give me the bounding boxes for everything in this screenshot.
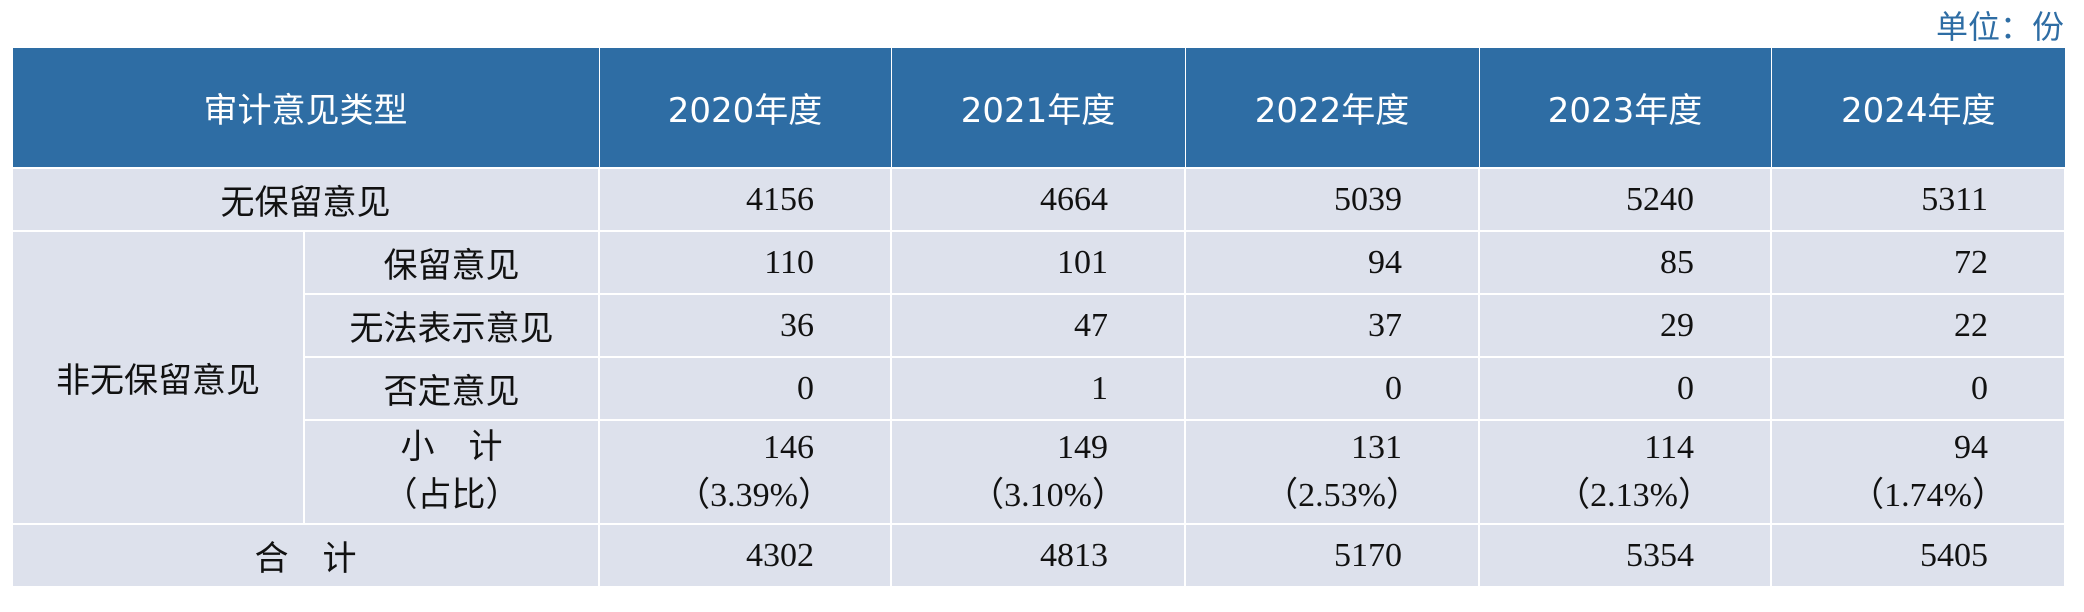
row-label: 合 计	[11, 523, 600, 588]
value-cell: 94	[1184, 230, 1480, 295]
value-cell: 47	[890, 293, 1186, 358]
header-cell: 2020年度	[598, 48, 891, 168]
row-label: 保留意见	[303, 230, 600, 295]
subtotal-row: 小 计 （占比） 146 （3.39%） 149 （3.10%） 131 （2.53%） 114…	[12, 419, 2066, 525]
row: 无法表示意见 36 47 37 29 22	[12, 293, 2066, 358]
share-value: （1.74%）	[1850, 477, 2006, 514]
subtotal-label: 小 计	[400, 429, 503, 466]
subtotal-value: 149	[1057, 429, 1108, 466]
value-cell: 0	[1478, 356, 1772, 421]
value-cell: 149 （3.10%）	[890, 419, 1186, 525]
value-cell: 5039	[1184, 167, 1480, 232]
value-cell: 114 （2.13%）	[1478, 419, 1772, 525]
header-cell: 2021年度	[890, 48, 1185, 168]
row: 非无保留意见 保留意见 110 101 94 85 72	[11, 230, 2066, 525]
value-cell: 4156	[598, 167, 892, 232]
subtotal-value: 94	[1954, 429, 1988, 466]
share-value: （2.13%）	[1556, 477, 1712, 514]
row: 否定意见 0 1 0 0 0	[12, 356, 2066, 421]
unit-label: 单位：份	[1935, 8, 2064, 46]
value-cell: 4813	[890, 523, 1186, 588]
value-cell: 5311	[1770, 167, 2066, 232]
header-cell: 2024年度	[1770, 48, 2065, 168]
value-cell: 5354	[1478, 523, 1772, 588]
value-cell: 36	[598, 293, 892, 358]
row-label: 否定意见	[303, 356, 600, 421]
value-cell: 94 （1.74%）	[1770, 419, 2066, 525]
header-cell: 2022年度	[1184, 48, 1479, 168]
value-cell: 29	[1478, 293, 1772, 358]
value-cell: 146 （3.39%）	[598, 419, 892, 525]
row-label: 小 计 （占比）	[303, 419, 600, 525]
share-value: （3.10%）	[970, 477, 1126, 514]
value-cell: 0	[1770, 356, 2066, 421]
value-cell: 5240	[1478, 167, 1772, 232]
value-cell: 5170	[1184, 523, 1480, 588]
table-body: 审计意见类型 2020年度 2021年度 2022年度 2023年度 2024年度 无保留意…	[11, 48, 2066, 588]
header-row: 审计意见类型 2020年度 2021年度 2022年度 2023年度 2024年度	[11, 48, 2065, 168]
row-label: 无保留意见	[11, 167, 600, 232]
subtotal-value: 146	[763, 429, 814, 466]
row: 无保留意见 4156 4664 5039 5240 5311	[11, 167, 2066, 232]
value-cell: 4664	[890, 167, 1186, 232]
share-value: （3.39%）	[676, 477, 832, 514]
row-label: 无法表示意见	[303, 293, 600, 358]
value-cell: 22	[1770, 293, 2066, 358]
subtotal-value: 114	[1644, 429, 1694, 466]
value-cell: 37	[1184, 293, 1480, 358]
header-cell: 审计意见类型	[11, 48, 599, 168]
value-cell: 110	[598, 230, 892, 295]
value-cell: 72	[1770, 230, 2066, 295]
value-cell: 131 （2.53%）	[1184, 419, 1480, 525]
group-label: 非无保留意见	[11, 230, 305, 525]
share-label: （占比）	[383, 477, 520, 514]
value-cell: 1	[890, 356, 1186, 421]
header-cell: 2023年度	[1478, 48, 1771, 168]
value-cell: 5405	[1770, 523, 2066, 588]
share-value: （2.53%）	[1264, 477, 1420, 514]
value-cell: 85	[1478, 230, 1772, 295]
audit-table: 审计意见类型 2020年度 2021年度 2022年度 2023年度 2024年度 无保留意…	[11, 48, 2066, 588]
value-cell: 0	[598, 356, 892, 421]
value-cell: 0	[1184, 356, 1480, 421]
value-cell: 4302	[598, 523, 892, 588]
subtotal-value: 131	[1351, 429, 1402, 466]
value-cell: 101	[890, 230, 1186, 295]
total-row: 合 计 4302 4813 5170 5354 5405	[11, 523, 2066, 588]
